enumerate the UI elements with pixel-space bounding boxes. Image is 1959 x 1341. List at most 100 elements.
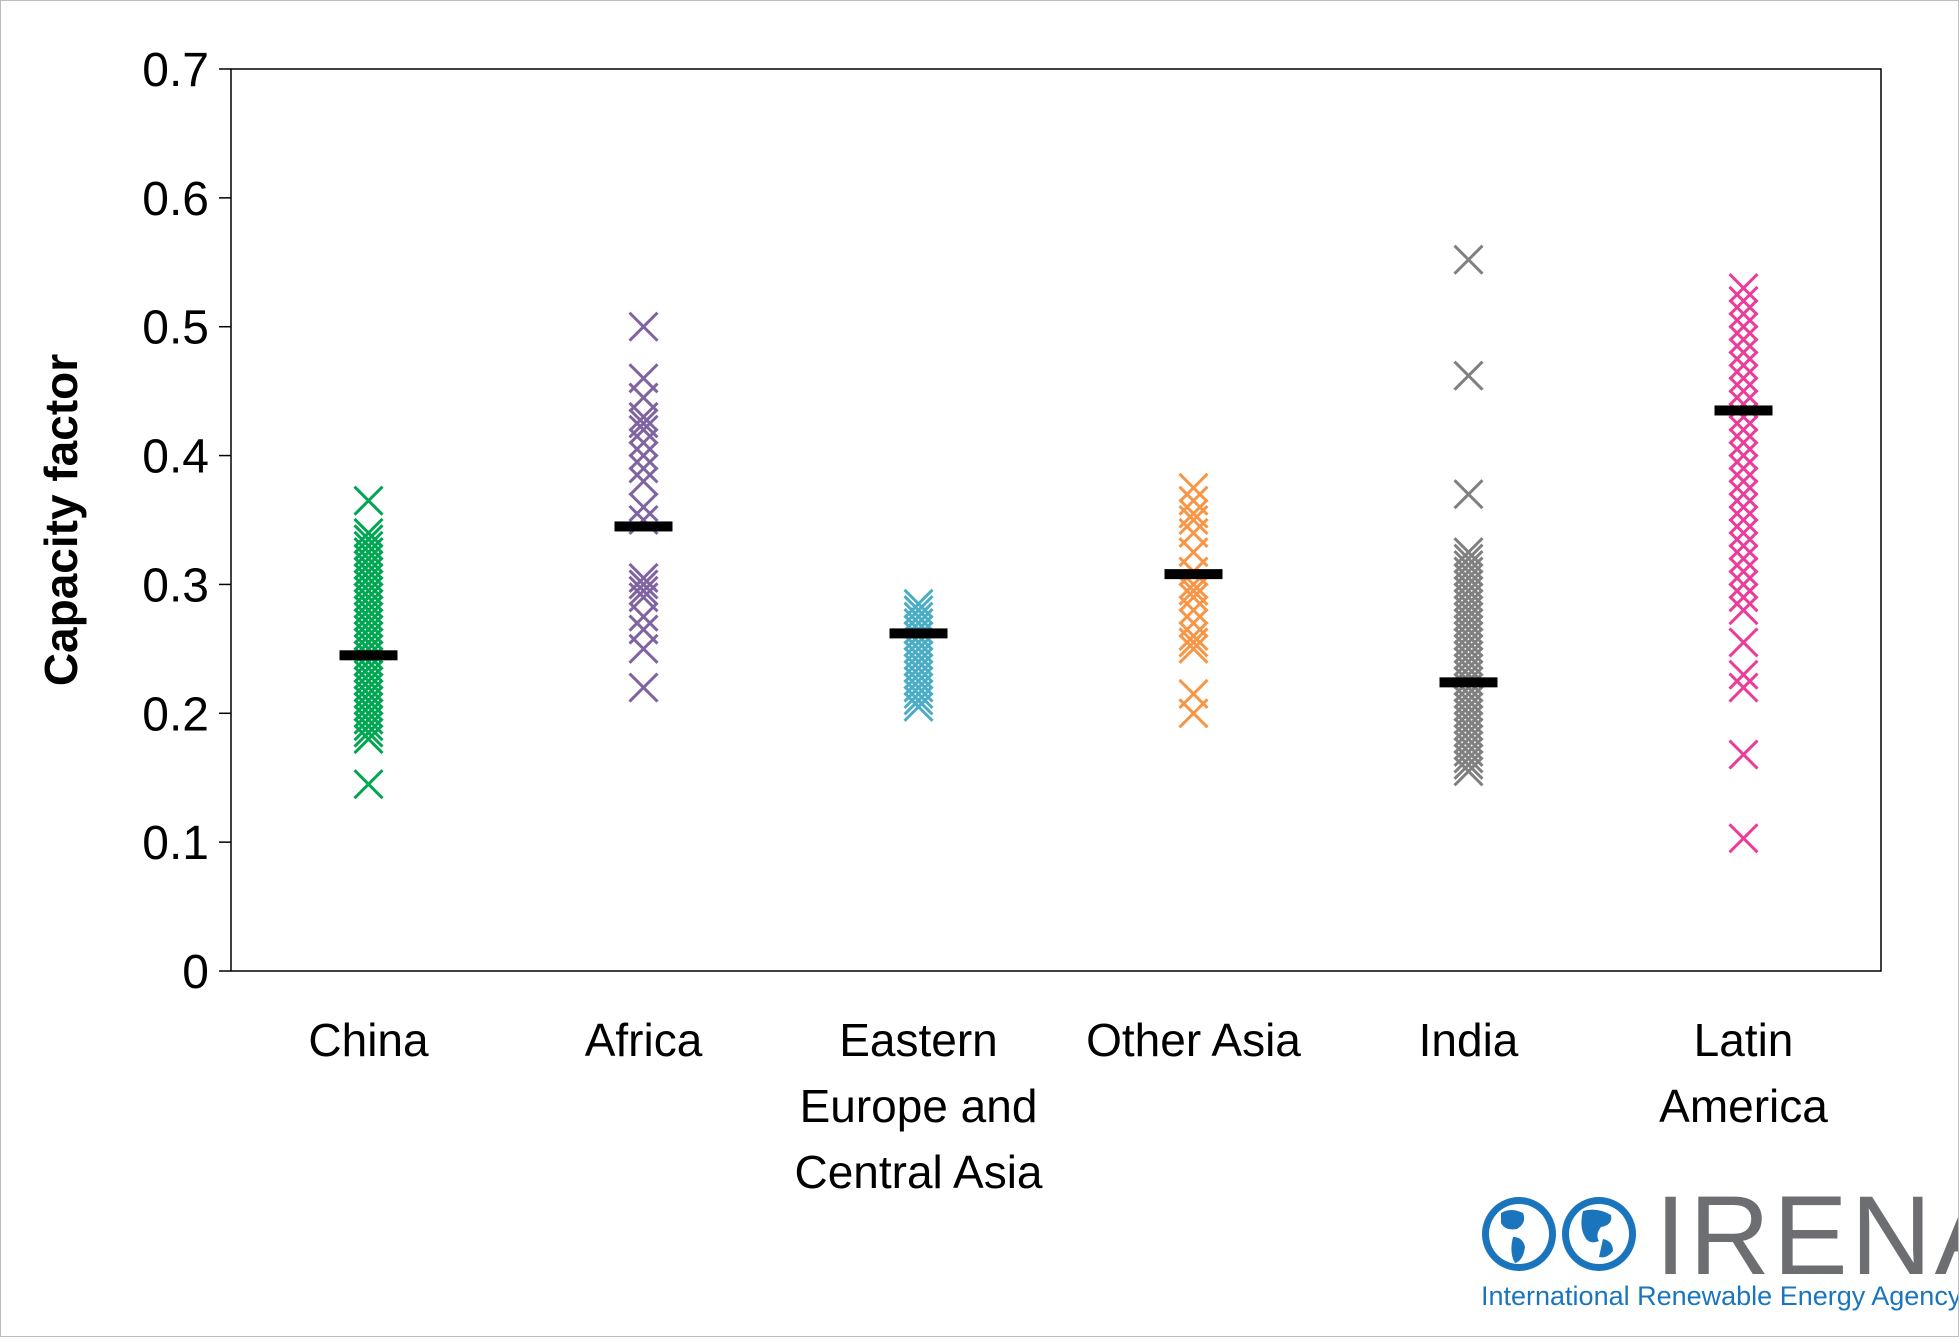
data-point [1728,363,1759,394]
data-point [903,691,934,722]
data-point [1178,582,1209,613]
y-tick-label: 0.1 [142,817,209,870]
data-point [1178,633,1209,664]
irena-logo: IRENA International Renewable Energy Age… [1481,1173,1959,1311]
data-point [628,492,659,523]
data-point [1728,337,1759,368]
data-point [1178,698,1209,729]
data-point [628,453,659,484]
y-tick-label: 0 [182,946,209,999]
data-point [353,769,384,800]
average-marker [889,628,948,639]
data-point [1728,414,1759,445]
data-point [1728,479,1759,510]
data-point [1453,749,1484,780]
y-tick-label: 0.4 [142,431,209,484]
irena-subtitle: International Renewable Energy Agency [1481,1281,1958,1311]
data-point [1453,244,1484,275]
series-group [628,311,659,703]
data-point [1728,556,1759,587]
y-axis: 0 0.1 0.2 0.3 0.4 0.5 0.6 0.7 [142,44,231,999]
data-point [628,601,659,632]
data-point [353,717,384,748]
data-point [1178,472,1209,503]
y-tick-label: 0.2 [142,688,209,741]
data-point [1728,440,1759,471]
data-point [628,311,659,342]
data-point [628,569,659,600]
data-point [628,427,659,458]
average-marker [614,521,673,532]
data-point [628,414,659,445]
y-tick-label: 0.5 [142,302,209,355]
data-point [903,685,934,716]
data-point [628,440,659,471]
data-point [1728,627,1759,658]
data-point [353,711,384,742]
data-point [628,466,659,497]
data-point [628,575,659,606]
data-point [1728,823,1759,854]
data-point [903,678,934,710]
average-marker [1439,677,1498,688]
data-point [1453,756,1484,787]
average-marker [1714,405,1773,416]
data-point [1728,530,1759,561]
data-point [1728,298,1759,329]
category-label: Central Asia [794,1146,1042,1198]
data-point [628,401,659,432]
data-point [1728,569,1759,600]
data-point [1728,582,1759,613]
data-point [353,485,384,516]
data-points [353,244,1759,854]
data-point [1728,517,1759,548]
data-point [353,723,384,755]
category-label: Eastern [839,1014,998,1066]
x-axis-category-labels: China Africa Eastern Europe and Central Asia… [308,1014,1828,1198]
data-point [1728,672,1759,703]
globe-infinity-icon [1482,1197,1636,1271]
y-tick-label: 0.3 [142,559,209,612]
data-point [1453,360,1484,391]
series-group [1178,472,1209,729]
data-point [1728,453,1759,484]
category-label: America [1659,1080,1828,1132]
average-marker [339,650,398,661]
category-label: India [1419,1014,1519,1066]
data-point [1728,595,1759,626]
series-group [1453,244,1484,787]
data-point [1728,659,1759,690]
category-label: Europe and [800,1080,1038,1132]
y-axis-title: Capacity factor [35,354,87,686]
category-label: Africa [585,1014,703,1066]
average-marker [1164,569,1223,580]
data-point [1728,466,1759,497]
data-point [628,672,659,703]
data-point [1728,272,1759,304]
data-point [1728,492,1759,523]
data-point [628,633,659,664]
data-point [1453,479,1484,510]
category-label: China [308,1014,429,1066]
data-point [1728,739,1759,770]
y-tick-label: 0.7 [142,44,209,97]
data-point [1728,504,1759,536]
series-group [903,588,934,722]
data-point [1728,427,1759,458]
category-label: Other Asia [1086,1014,1301,1066]
data-point [1728,311,1759,342]
data-point [1178,620,1209,652]
data-point [1728,376,1759,407]
data-point [1728,543,1759,574]
data-point [1178,595,1209,626]
data-point [1728,350,1759,381]
data-point [1178,627,1209,658]
irena-wordmark: IRENA [1655,1173,1958,1298]
y-tick-label: 0.6 [142,173,209,226]
plot-area [230,68,1882,972]
category-label: Latin [1694,1014,1794,1066]
data-point [1728,285,1759,317]
data-point [1453,743,1484,774]
data-point [1728,324,1759,355]
